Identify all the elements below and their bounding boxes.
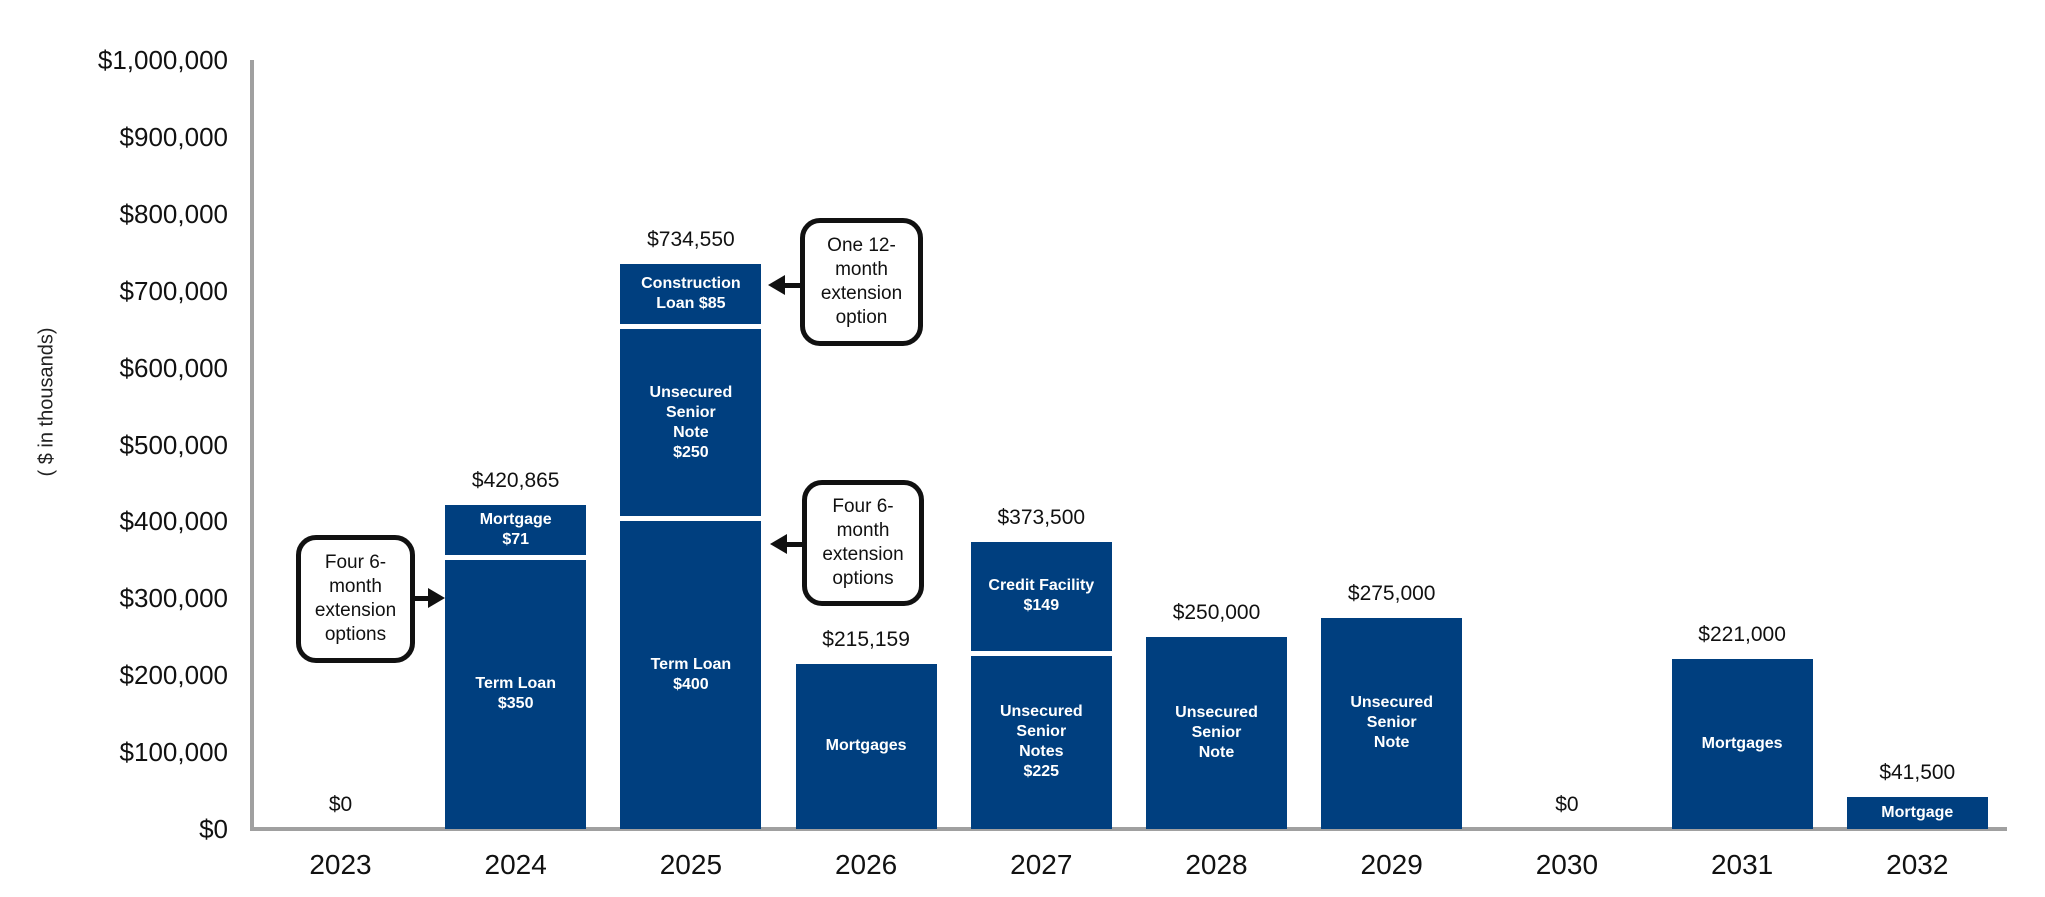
y-tick-label: $0 <box>199 814 228 844</box>
bar-segment-2029-0: Unsecured Senior Note <box>1321 617 1463 829</box>
bar-segment-label: Mortgages <box>825 737 907 755</box>
x-tick-label-2023: 2023 <box>309 849 372 880</box>
y-tick-label: $100,000 <box>119 737 228 768</box>
callout-2024-term-loan: Four 6- month extension options <box>296 535 415 663</box>
bar-segment-label: Term Loan $350 <box>475 675 556 713</box>
bar-total-label-2032: $41,500 <box>1879 761 1956 785</box>
bar-segment-2031-0: Mortgages <box>1671 659 1813 829</box>
bar-total-label-2026: $215,159 <box>822 627 910 651</box>
bar-total-label-2030: $0 <box>1555 793 1579 816</box>
bar-segment-label: Term Loan $400 <box>650 656 732 694</box>
bar-segment-label: Unsecured Senior Notes $225 <box>999 703 1083 781</box>
bar-segment-label: Mortgages <box>1701 735 1783 753</box>
bar-segment-2024-0: Term Loan $350 <box>445 559 587 829</box>
y-tick-label: $1,000,000 <box>97 45 228 75</box>
callout-2025-construction-loan: One 12- month extension option <box>800 218 923 346</box>
y-tick-label: $200,000 <box>119 660 228 691</box>
bar-segment-label: Unsecured Senior Note <box>1350 694 1434 752</box>
bar-segment-label: Mortgage <box>1881 804 1954 822</box>
y-tick-label: $500,000 <box>119 429 228 460</box>
x-tick-label-2029: 2029 <box>1360 849 1423 880</box>
bar-segment-2024-1: Mortgage $71 <box>445 505 587 555</box>
y-tick-label: $700,000 <box>119 275 228 306</box>
bar-segment-label: Mortgage $71 <box>479 511 552 549</box>
callout-2025-term-loan: Four 6- month extension options <box>802 480 924 606</box>
bar-total-label-2029: $275,000 <box>1347 581 1436 605</box>
y-tick-label: $300,000 <box>119 583 228 614</box>
x-tick-label-2026: 2026 <box>834 849 898 880</box>
bar-segment-2025-0: Term Loan $400 <box>620 521 762 829</box>
bar-segment-2028-0: Unsecured Senior Note <box>1146 636 1287 829</box>
bar-total-label-2024: $420,865 <box>471 469 560 493</box>
x-tick-label-2031: 2031 <box>1710 849 1774 880</box>
x-tick-label-2024: 2024 <box>484 849 547 880</box>
bar-total-label-2023: $0 <box>328 793 353 816</box>
x-axis-line <box>250 827 2007 831</box>
x-tick-label-2032: 2032 <box>1886 849 1949 880</box>
bar-total-label-2025: $734,550 <box>647 228 735 252</box>
y-tick-label: $600,000 <box>119 352 228 383</box>
x-tick-label-2028: 2028 <box>1185 849 1248 880</box>
y-tick-label: $400,000 <box>119 506 228 537</box>
x-tick-label-2030: 2030 <box>1535 849 1599 880</box>
y-tick-label: $800,000 <box>119 198 228 229</box>
bar-segment-2032-0: Mortgage <box>1846 797 1988 829</box>
bar-total-label-2027: $373,500 <box>997 505 1086 529</box>
x-tick-label-2025: 2025 <box>659 849 723 880</box>
bar-total-label-2031: $221,000 <box>1698 623 1786 647</box>
bar-total-label-2028: $250,000 <box>1172 600 1261 624</box>
bar-segment-label: Unsecured Senior Note <box>1175 703 1258 761</box>
x-tick-label-2027: 2027 <box>1010 849 1073 880</box>
bar-segment-2027-1: Credit Facility $149 <box>970 541 1112 651</box>
y-tick-label: $900,000 <box>119 121 228 152</box>
bar-segment-2025-2: Construction Loan $85 <box>620 264 762 325</box>
bar-segment-label: Construction Loan $85 <box>641 275 741 313</box>
bar-segment-label: Credit Facility $149 <box>988 577 1095 615</box>
y-axis-line <box>250 60 254 831</box>
bar-segment-label: Unsecured Senior Note $250 <box>649 383 733 461</box>
bar-segment-2027-0: Unsecured Senior Notes $225 <box>970 655 1112 829</box>
bar-segment-2026-0: Mortgages <box>795 663 937 829</box>
bar-segment-2025-1: Unsecured Senior Note $250 <box>620 329 762 517</box>
